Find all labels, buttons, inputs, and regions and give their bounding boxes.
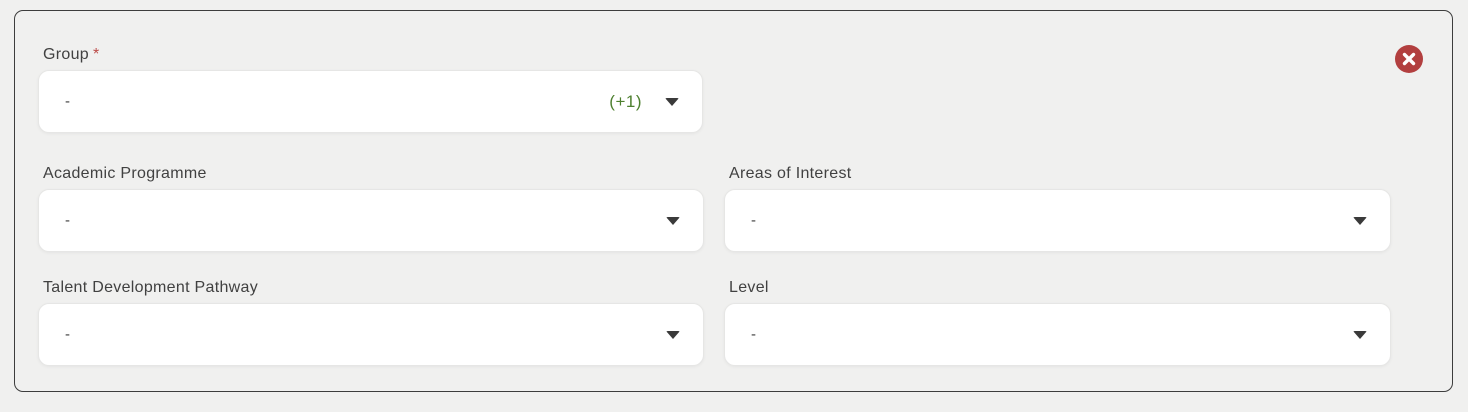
required-asterisk: * bbox=[92, 46, 100, 63]
field-level: Level - bbox=[724, 278, 1391, 366]
academic-programme-select-value: - bbox=[65, 212, 71, 229]
areas-of-interest-select[interactable]: - bbox=[724, 189, 1391, 252]
caret-down-icon bbox=[1353, 330, 1367, 339]
field-academic-programme: Academic Programme - bbox=[38, 164, 704, 252]
close-icon bbox=[1402, 52, 1416, 66]
field-talent-development-pathway: Talent Development Pathway - bbox=[38, 278, 704, 366]
talent-development-pathway-label: Talent Development Pathway bbox=[43, 279, 259, 296]
filter-card: Group * - (+1) Academic Programme - Areas… bbox=[14, 10, 1453, 392]
group-label-text: Group bbox=[43, 46, 89, 63]
caret-down-icon bbox=[665, 97, 679, 106]
academic-programme-label: Academic Programme bbox=[43, 165, 207, 182]
areas-of-interest-label: Areas of Interest bbox=[729, 165, 852, 182]
caret-down-icon bbox=[1353, 216, 1367, 225]
group-more-count-badge: (+1) bbox=[609, 91, 642, 111]
areas-of-interest-select-value: - bbox=[751, 212, 757, 229]
caret-down-icon bbox=[666, 330, 680, 339]
level-label: Level bbox=[729, 279, 769, 296]
field-areas-of-interest: Areas of Interest - bbox=[724, 164, 1391, 252]
level-select[interactable]: - bbox=[724, 303, 1391, 366]
field-group: Group * - (+1) bbox=[38, 45, 703, 133]
academic-programme-select[interactable]: - bbox=[38, 189, 704, 252]
level-select-value: - bbox=[751, 326, 757, 343]
group-label: Group * bbox=[38, 45, 703, 64]
caret-down-icon bbox=[666, 216, 680, 225]
talent-development-pathway-select[interactable]: - bbox=[38, 303, 704, 366]
remove-card-button[interactable] bbox=[1395, 45, 1423, 73]
group-select-value: - bbox=[65, 93, 71, 110]
talent-development-pathway-select-value: - bbox=[65, 326, 71, 343]
group-select[interactable]: - (+1) bbox=[38, 70, 703, 133]
